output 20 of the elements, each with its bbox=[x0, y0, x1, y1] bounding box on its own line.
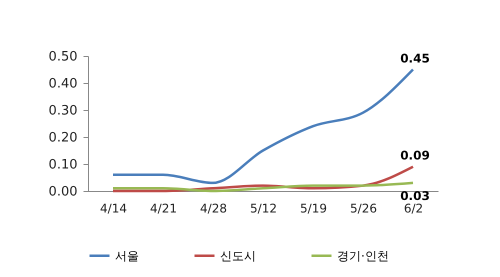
y-tick-label: 0.40 bbox=[48, 76, 78, 92]
legend-label: 경기·인천 bbox=[337, 248, 389, 263]
data-label: 0.09 bbox=[400, 148, 430, 163]
line-series bbox=[112, 182, 414, 192]
legend-label: 신도시 bbox=[220, 248, 256, 263]
legend-label: 서울 bbox=[115, 248, 139, 263]
x-tick-label: 5/12 bbox=[250, 202, 277, 216]
y-tick-label: 0.20 bbox=[48, 130, 78, 146]
data-label: 0.45 bbox=[400, 52, 430, 66]
y-tick-label: 0.10 bbox=[48, 158, 78, 172]
y-tick-label: 0.30 bbox=[48, 104, 78, 118]
x-tick-label: 4/28 bbox=[200, 202, 227, 216]
y-tick-label: 0.50 bbox=[48, 50, 78, 64]
x-tick-label: 5/26 bbox=[350, 202, 377, 216]
x-tick-label: 6/2 bbox=[404, 202, 424, 216]
x-tick-label: 4/14 bbox=[100, 202, 127, 216]
y-tick-label: 0.00 bbox=[48, 184, 78, 200]
x-tick-label: 5/19 bbox=[300, 202, 327, 216]
data-label: 0.03 bbox=[400, 188, 430, 203]
x-tick-label: 4/21 bbox=[150, 202, 177, 216]
